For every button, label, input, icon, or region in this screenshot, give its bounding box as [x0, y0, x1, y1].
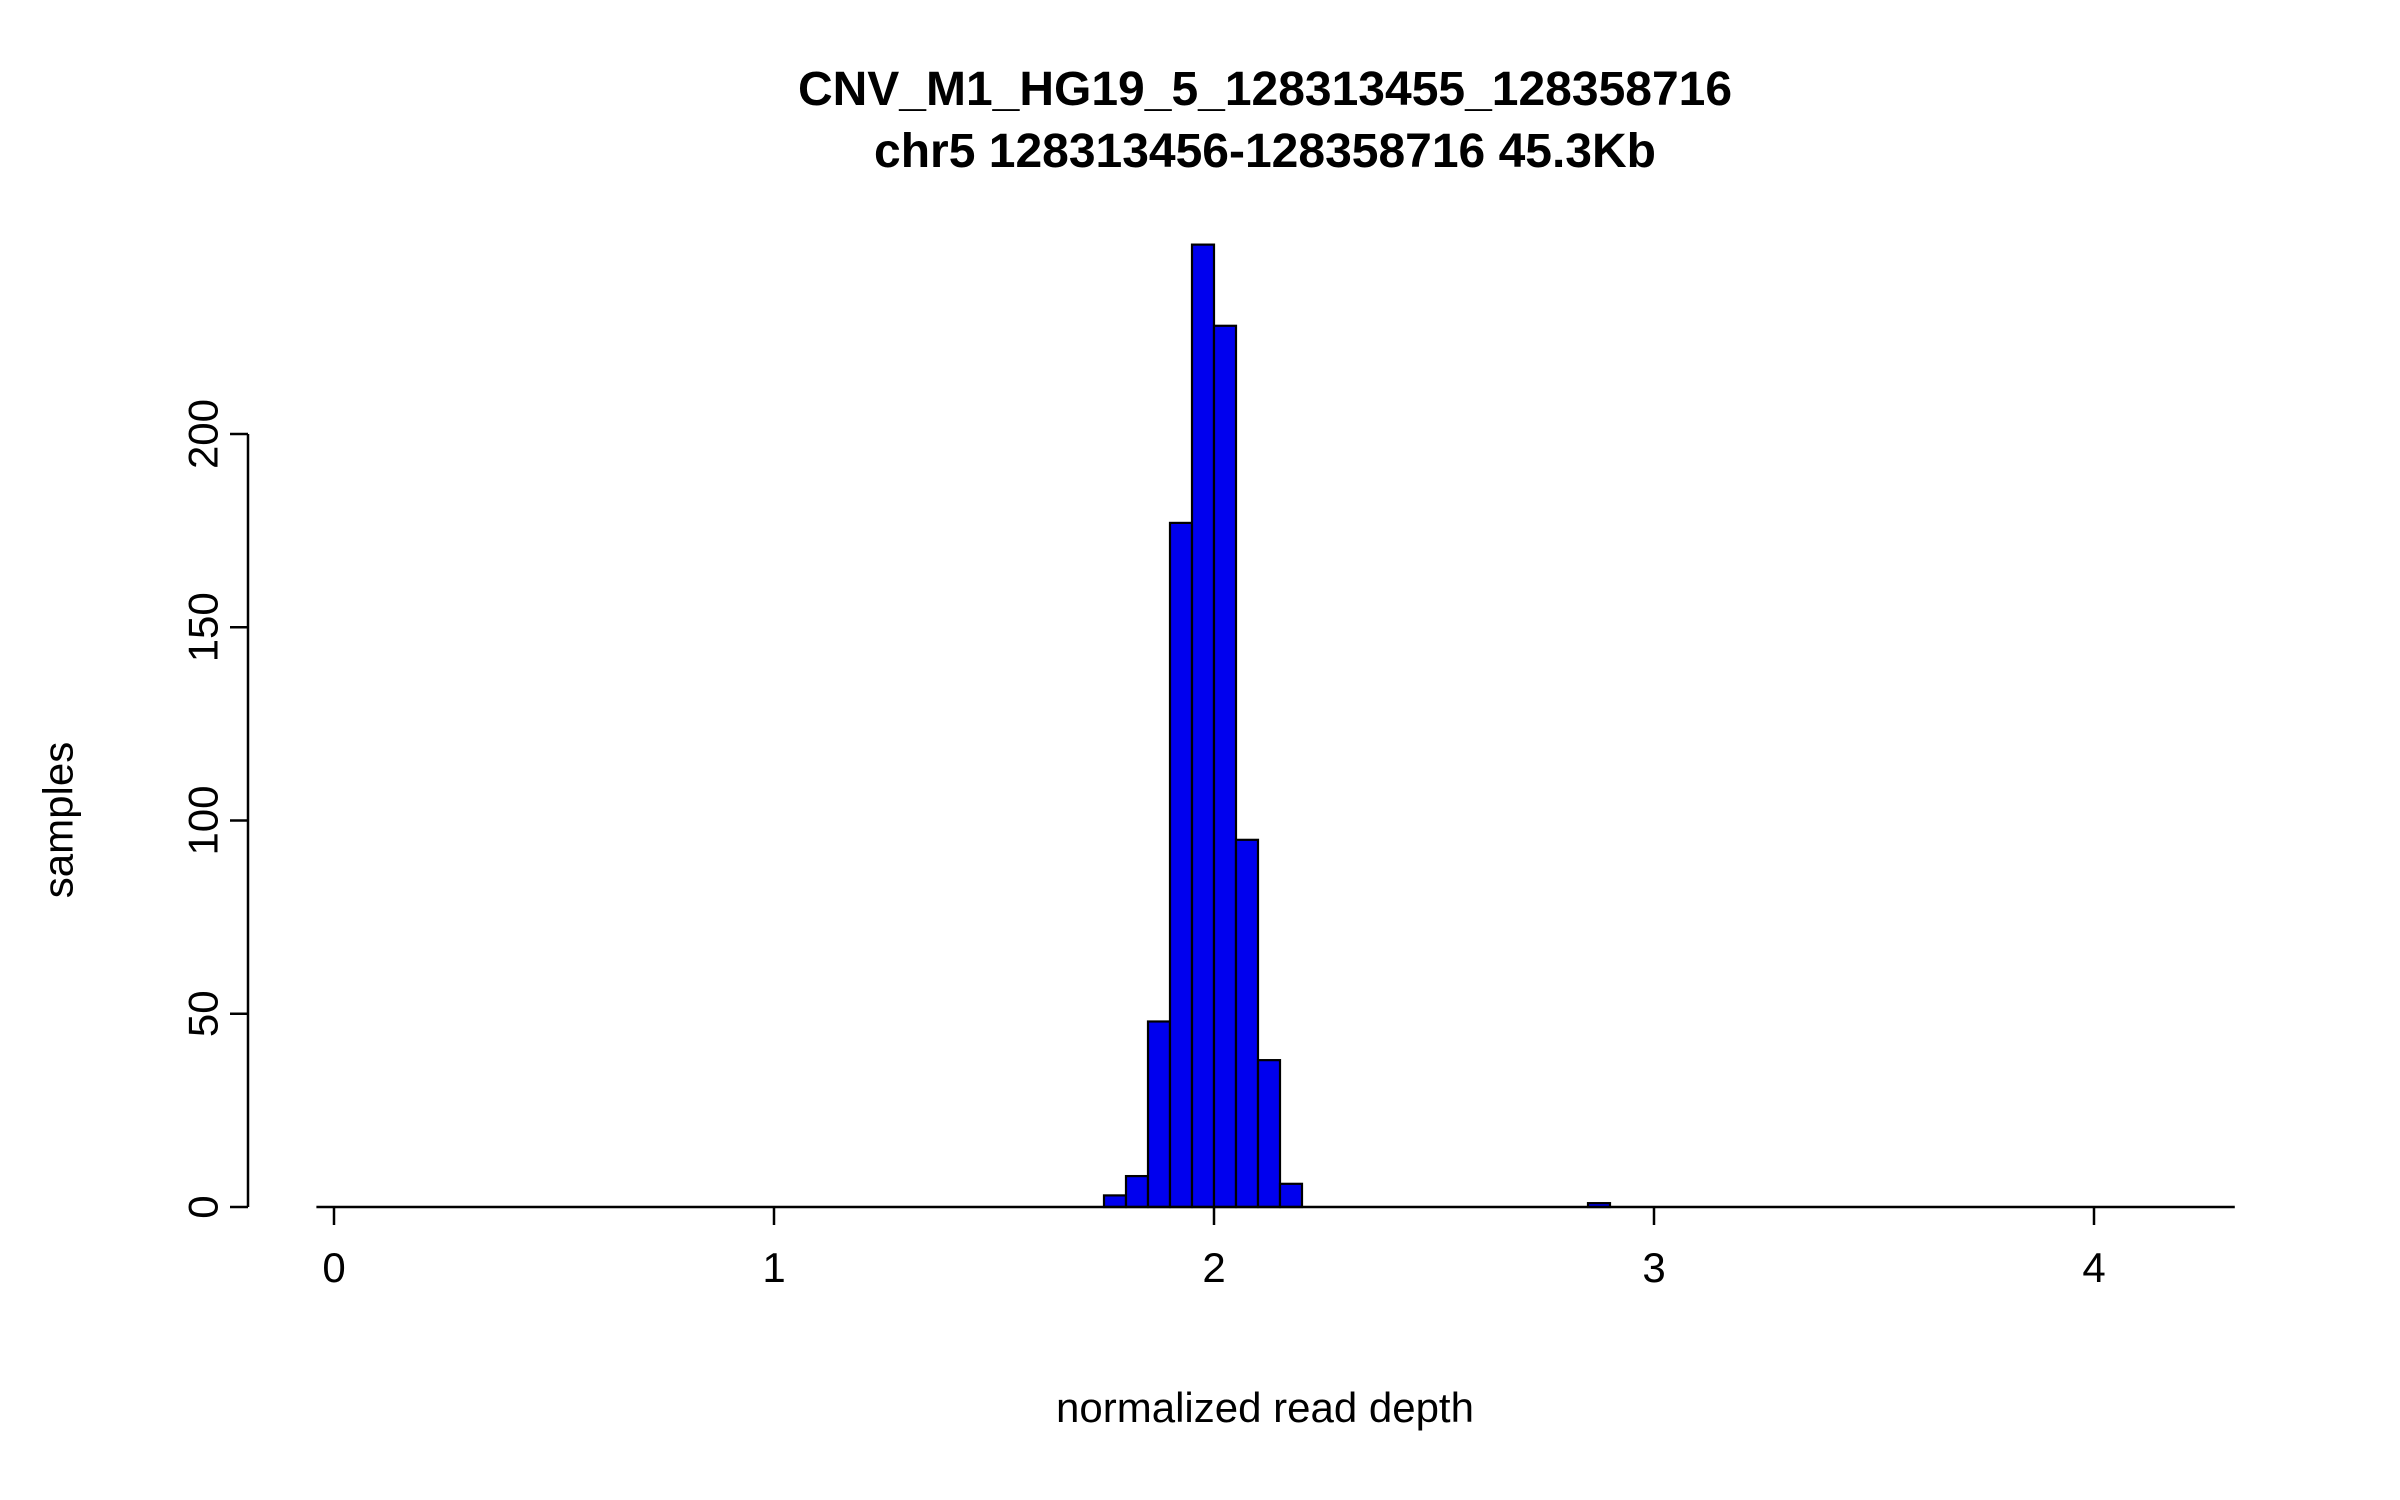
- x-tick-label: 1: [762, 1244, 785, 1291]
- histogram-bar: [1146, 1020, 1172, 1209]
- histogram-bar: [1212, 324, 1238, 1209]
- x-tick-label: 2: [1202, 1244, 1225, 1291]
- histogram-bar: [1190, 243, 1216, 1209]
- histogram-bar: [1234, 838, 1260, 1209]
- histogram-bar: [1102, 1194, 1128, 1209]
- y-tick-label: 200: [180, 399, 227, 469]
- x-axis-label: normalized read depth: [1056, 1384, 1474, 1431]
- histogram-bar: [1124, 1174, 1150, 1209]
- x-tick-label: 0: [322, 1244, 345, 1291]
- chart-subtitle: chr5 128313456-128358716 45.3Kb: [874, 125, 1656, 178]
- y-tick-label: 0: [180, 1195, 227, 1218]
- x-tick-label: 3: [1642, 1244, 1665, 1291]
- histogram-bar: [1256, 1059, 1282, 1209]
- axes-layer: 0 1 2 3 4 0 50 100 150 200: [180, 399, 2235, 1291]
- y-axis-label: samples: [35, 742, 82, 898]
- bars-layer: [1102, 243, 1612, 1209]
- y-tick-label: 150: [180, 592, 227, 662]
- x-tick-label: 4: [2082, 1244, 2105, 1291]
- histogram-bar: [1278, 1182, 1304, 1209]
- y-tick-label: 50: [180, 990, 227, 1037]
- chart-title: CNV_M1_HG19_5_128313455_128358716: [798, 63, 1732, 116]
- histogram-bar: [1168, 521, 1194, 1209]
- y-tick-label: 100: [180, 785, 227, 855]
